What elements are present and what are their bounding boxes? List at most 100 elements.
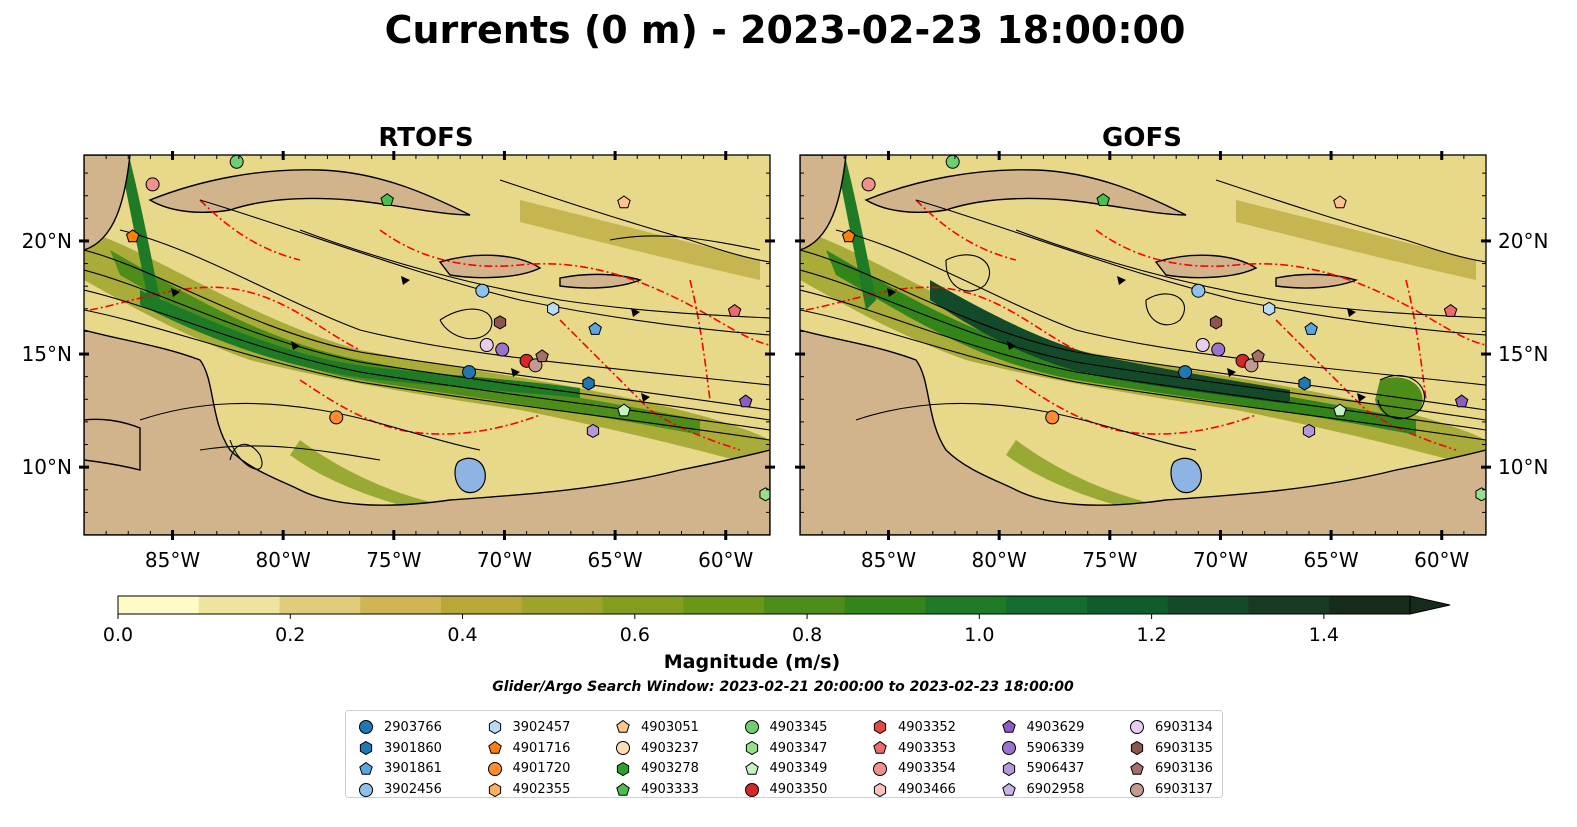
float-marker-4903333 — [1096, 193, 1110, 206]
colorbar-tick-label: 0.4 — [447, 624, 477, 646]
legend-label: 4903466 — [898, 782, 956, 798]
circle-marker-icon — [873, 761, 887, 776]
figure-title: Currents (0 m) - 2023-02-23 18:00:00 — [385, 8, 1186, 52]
legend-item: 6903135 — [1129, 738, 1213, 759]
colorbar-segments — [117, 595, 1451, 615]
legend-item: 6902958 — [1001, 779, 1084, 800]
legend-label: 2903766 — [384, 719, 442, 735]
colorbar-tick-label: 0.2 — [275, 624, 305, 646]
float-marker-3902456 — [1191, 283, 1206, 298]
legend-column: 2903766 3901860 3901861 3902456 — [358, 717, 442, 800]
hexagon-marker-icon — [873, 782, 887, 797]
legend-item: 4903333 — [615, 779, 699, 800]
legend-item: 4903466 — [872, 779, 956, 800]
hexagon-marker-icon — [616, 761, 630, 777]
legend-label: 4903349 — [769, 761, 828, 777]
lon-tick-label: 75°W — [366, 548, 421, 572]
legend-label: 4902355 — [512, 782, 571, 798]
legend-column: 4903629 5906339 5906437 6902958 — [1001, 717, 1085, 800]
legend-label: 4903345 — [769, 719, 828, 735]
float-marker-4901720 — [329, 410, 344, 425]
axis-ticks-gofs: 85°W 80°W 75°W 70°W 65°W 60°W 10°N 15°N 20°N — [795, 151, 1548, 572]
float-marker-5906339 — [495, 342, 510, 357]
float-marker-4903333 — [380, 193, 394, 206]
float-marker-6903137 — [528, 358, 543, 373]
legend-item: 6903136 — [1129, 759, 1213, 780]
legend-label: 4903278 — [641, 761, 699, 777]
float-marker-4903629 — [1454, 394, 1469, 408]
circle-marker-icon — [616, 741, 630, 756]
colorbar-tick-label: 1.2 — [1136, 624, 1166, 646]
colorbar-segment — [764, 596, 846, 614]
legend-item: 3901861 — [358, 759, 442, 780]
circle-marker-icon — [1130, 782, 1144, 797]
float-marker-6903137 — [1244, 358, 1259, 373]
lon-tick-label: 60°W — [1414, 548, 1469, 572]
legend-item: 4903345 — [744, 717, 828, 738]
lon-tick-label: 65°W — [587, 548, 642, 572]
lon-tick-label: 85°W — [861, 548, 916, 572]
float-marker-4903345 — [945, 155, 960, 169]
search-window-caption: Glider/Argo Search Window: 2023-02-21 20… — [492, 679, 1074, 695]
legend-column: 4903352 4903353 4903354 4903466 — [872, 717, 956, 800]
legend-label: 4903354 — [898, 761, 956, 777]
float-marker-4903629 — [738, 394, 753, 408]
float-marker-3902457 — [1263, 301, 1276, 316]
legend-label: 5906437 — [1026, 761, 1085, 777]
lat-tick-label: 15°N — [1498, 342, 1548, 366]
colorbar-segment — [1006, 596, 1088, 614]
legend-label: 4901716 — [512, 740, 571, 756]
legend-item: 4903051 — [615, 717, 699, 738]
float-marker-4903051 — [617, 195, 631, 209]
colorbar-segment — [360, 596, 442, 614]
legend-item: 4903237 — [615, 738, 699, 759]
legend-label: 3902457 — [512, 719, 571, 735]
legend-item: 4901716 — [487, 738, 571, 759]
colorbar: 0.0 0.2 0.4 0.6 0.8 1.0 1.2 1.4 Magnitude (m/s) — [103, 595, 1451, 673]
legend-item: 4903629 — [1001, 717, 1084, 738]
lat-tick-label: 20°N — [1498, 229, 1548, 253]
eez-boundaries — [805, 199, 1486, 451]
legend-label: 5906339 — [1026, 740, 1085, 756]
legend-item: 4901720 — [487, 759, 571, 780]
legend-label: 4903350 — [769, 782, 828, 798]
float-marker-4903347 — [1475, 487, 1486, 502]
map-frame-gofs — [799, 154, 1487, 536]
float-marker-3902457 — [547, 301, 560, 316]
hexagon-marker-icon — [1130, 741, 1144, 756]
float-markers-gofs — [841, 155, 1486, 502]
colorbar-tick-label: 1.0 — [964, 624, 994, 646]
pentagon-marker-icon — [744, 761, 759, 775]
float-marker-4903349 — [617, 403, 631, 417]
legend-item: 4902355 — [487, 779, 571, 800]
colorbar-segment — [198, 596, 280, 614]
legend-item: 6903137 — [1129, 779, 1213, 800]
legend-item: 4903354 — [872, 759, 956, 780]
legend-item: 2903766 — [358, 717, 442, 738]
colorbar-segment — [521, 596, 603, 614]
legend-item: 4903353 — [872, 738, 956, 759]
float-marker-4903353 — [727, 303, 742, 317]
circle-marker-icon — [359, 720, 373, 735]
legend-item: 3902457 — [487, 717, 571, 738]
float-marker-3901861 — [1304, 322, 1318, 335]
legend-label: 4901720 — [512, 761, 571, 777]
colorbar-segment — [118, 596, 200, 614]
circle-marker-icon — [744, 782, 759, 797]
float-marker-4901716 — [841, 229, 856, 243]
colorbar-tick-label: 1.4 — [1309, 624, 1339, 646]
pentagon-marker-icon — [487, 741, 502, 754]
float-marker-3901860 — [582, 376, 595, 391]
float-marker-6903136 — [1251, 349, 1265, 363]
float-marker-5906437 — [586, 423, 600, 439]
float-marker-5906339 — [1211, 342, 1226, 357]
lat-tick-label: 20°N — [22, 229, 72, 253]
legend-item: 4903347 — [744, 738, 827, 759]
hexagon-marker-icon — [745, 741, 758, 756]
legend-label: 4903333 — [641, 782, 699, 798]
stream-arrows — [171, 276, 650, 402]
float-marker-4903345 — [229, 155, 244, 169]
legend-label: 6903134 — [1155, 719, 1213, 735]
hexagon-marker-icon — [1002, 761, 1015, 777]
